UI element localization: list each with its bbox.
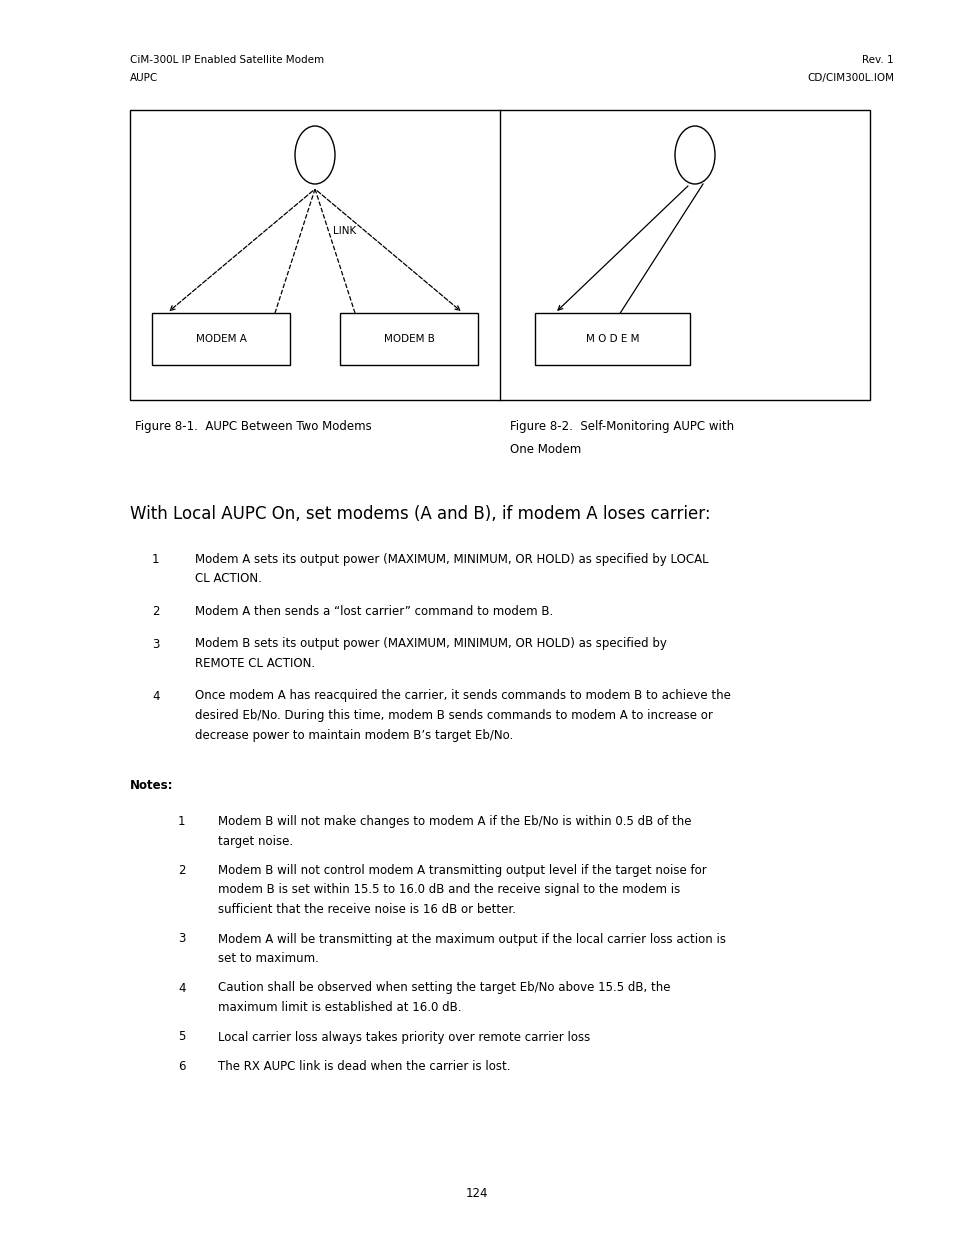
Text: Modem B will not control modem A transmitting output level if the target noise f: Modem B will not control modem A transmi…: [218, 864, 706, 877]
Text: maximum limit is established at 16.0 dB.: maximum limit is established at 16.0 dB.: [218, 1002, 461, 1014]
Text: With Local AUPC On, set modems (A and B), if modem A loses carrier:: With Local AUPC On, set modems (A and B)…: [130, 505, 710, 522]
Text: Caution shall be observed when setting the target Eb/No above 15.5 dB, the: Caution shall be observed when setting t…: [218, 982, 670, 994]
Text: AUPC: AUPC: [130, 73, 158, 83]
Text: Modem A will be transmitting at the maximum output if the local carrier loss act: Modem A will be transmitting at the maxi…: [218, 932, 725, 946]
Text: Rev. 1: Rev. 1: [862, 56, 893, 65]
Ellipse shape: [294, 126, 335, 184]
Ellipse shape: [675, 126, 714, 184]
Text: 2: 2: [178, 864, 185, 877]
Text: Modem A sets its output power (MAXIMUM, MINIMUM, OR HOLD) as specified by LOCAL: Modem A sets its output power (MAXIMUM, …: [194, 553, 708, 566]
Bar: [130, 110, 869, 400]
Text: LINK: LINK: [333, 226, 355, 236]
Text: modem B is set within 15.5 to 16.0 dB and the receive signal to the modem is: modem B is set within 15.5 to 16.0 dB an…: [218, 883, 679, 897]
Text: desired Eb/No. During this time, modem B sends commands to modem A to increase o: desired Eb/No. During this time, modem B…: [194, 709, 712, 722]
Text: MODEM A: MODEM A: [195, 333, 246, 345]
Text: Local carrier loss always takes priority over remote carrier loss: Local carrier loss always takes priority…: [218, 1030, 590, 1044]
Bar: [535, 312, 689, 366]
Text: Once modem A has reacquired the carrier, it sends commands to modem B to achieve: Once modem A has reacquired the carrier,…: [194, 689, 730, 703]
Bar: [152, 312, 290, 366]
Text: decrease power to maintain modem B’s target Eb/No.: decrease power to maintain modem B’s tar…: [194, 729, 513, 741]
Text: 5: 5: [178, 1030, 185, 1044]
Text: CD/CIM300L.IOM: CD/CIM300L.IOM: [806, 73, 893, 83]
Text: Figure 8-2.  Self-Monitoring AUPC with: Figure 8-2. Self-Monitoring AUPC with: [510, 420, 734, 433]
Text: Notes:: Notes:: [130, 779, 173, 792]
Text: Figure 8-1.  AUPC Between Two Modems: Figure 8-1. AUPC Between Two Modems: [135, 420, 372, 433]
Text: M O D E M: M O D E M: [585, 333, 639, 345]
Text: Modem A then sends a “lost carrier” command to modem B.: Modem A then sends a “lost carrier” comm…: [194, 605, 553, 618]
Text: Modem B sets its output power (MAXIMUM, MINIMUM, OR HOLD) as specified by: Modem B sets its output power (MAXIMUM, …: [194, 637, 666, 651]
Text: 124: 124: [465, 1187, 488, 1200]
Text: CiM-300L IP Enabled Satellite Modem: CiM-300L IP Enabled Satellite Modem: [130, 56, 324, 65]
Text: set to maximum.: set to maximum.: [218, 952, 318, 965]
Text: target noise.: target noise.: [218, 835, 293, 847]
Text: 6: 6: [178, 1060, 185, 1073]
Text: CL ACTION.: CL ACTION.: [194, 573, 262, 585]
Text: One Modem: One Modem: [510, 443, 580, 456]
Text: MODEM B: MODEM B: [383, 333, 434, 345]
Text: 1: 1: [178, 815, 185, 827]
Text: 3: 3: [152, 637, 159, 651]
Bar: [339, 312, 477, 366]
Text: 4: 4: [178, 982, 185, 994]
Text: 1: 1: [152, 553, 159, 566]
Text: REMOTE CL ACTION.: REMOTE CL ACTION.: [194, 657, 314, 671]
Text: 3: 3: [178, 932, 185, 946]
Text: Modem B will not make changes to modem A if the Eb/No is within 0.5 dB of the: Modem B will not make changes to modem A…: [218, 815, 691, 827]
Text: 4: 4: [152, 689, 159, 703]
Text: The RX AUPC link is dead when the carrier is lost.: The RX AUPC link is dead when the carrie…: [218, 1060, 510, 1073]
Text: sufficient that the receive noise is 16 dB or better.: sufficient that the receive noise is 16 …: [218, 903, 516, 916]
Text: 2: 2: [152, 605, 159, 618]
